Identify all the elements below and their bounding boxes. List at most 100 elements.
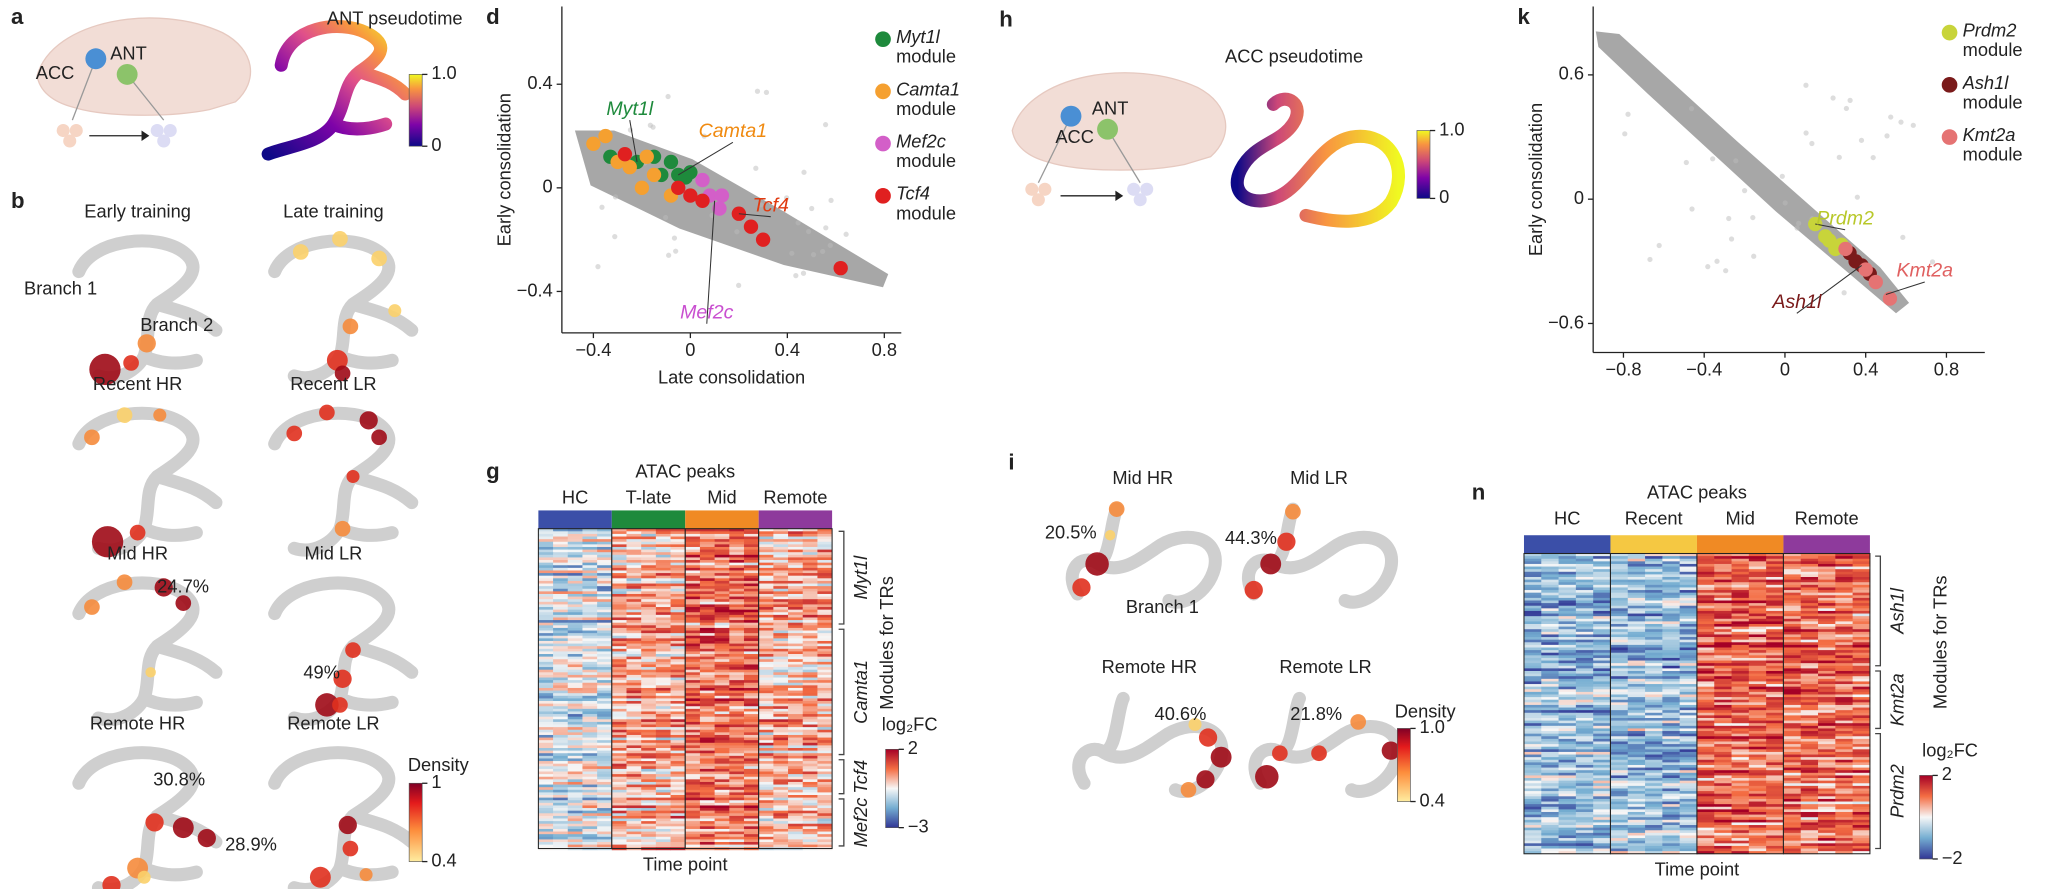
heatmap-cell — [685, 823, 701, 827]
heatmap-cell — [1645, 749, 1663, 753]
heatmap-cell — [1766, 749, 1784, 753]
heatmap-cell — [729, 601, 745, 605]
heatmap-cell — [1627, 778, 1646, 782]
density-blob — [145, 667, 156, 678]
heatmap-cell — [670, 842, 686, 846]
heatmap-cell — [538, 711, 554, 715]
heatmap-cell — [582, 766, 598, 770]
heatmap-cell — [1766, 717, 1784, 721]
heatmap-cell — [714, 640, 730, 644]
heatmap-cell — [1696, 626, 1715, 630]
heatmap-cell — [1541, 751, 1559, 755]
heatmap-cell — [1662, 772, 1681, 776]
heatmap-cell — [1593, 770, 1611, 774]
heatmap-cell — [773, 701, 789, 705]
heatmap-cell — [670, 672, 686, 676]
density-blob — [388, 304, 402, 318]
heatmap-cell — [1714, 825, 1732, 829]
heatmap-cell — [655, 596, 671, 600]
heatmap-cell — [1714, 621, 1732, 625]
heatmap-cell — [1835, 592, 1854, 596]
heatmap-cell — [743, 620, 760, 624]
density-blob — [292, 244, 309, 260]
heatmap-cell — [538, 573, 554, 577]
background-point — [671, 235, 678, 241]
heatmap-cell — [758, 567, 774, 571]
heatmap-cell — [758, 552, 774, 556]
map-title: Remote HR — [1102, 656, 1197, 677]
heatmap-cell — [729, 609, 745, 613]
colorbar-label: 1.0 — [431, 62, 456, 83]
heatmap-cell — [553, 826, 569, 830]
heatmap-cell — [1748, 665, 1767, 669]
heatmap-cell — [758, 651, 774, 655]
heatmap-cell — [729, 549, 745, 553]
heatmap-cell — [1645, 838, 1663, 842]
heatmap-cell — [1541, 741, 1559, 745]
heatmap-cell — [1541, 744, 1559, 748]
heatmap-cell — [567, 609, 583, 613]
heatmap-cell — [1523, 678, 1542, 682]
heatmap-cell — [626, 533, 642, 537]
heatmap-cell — [699, 781, 716, 785]
heatmap-cell — [538, 844, 554, 848]
heatmap-cell — [1852, 704, 1871, 708]
heatmap-cell — [1852, 621, 1871, 625]
heatmap-cell — [1696, 840, 1715, 844]
heatmap-cell — [567, 695, 583, 699]
heatmap-cell — [1696, 579, 1715, 583]
heatmap-cell — [699, 654, 716, 658]
heatmap-cell — [655, 690, 671, 694]
heatmap-cell — [743, 672, 760, 676]
heatmap-cell — [1766, 785, 1784, 789]
heatmap-cell — [1662, 663, 1681, 667]
heatmap-cell — [1766, 851, 1784, 855]
heatmap-cell — [729, 776, 745, 780]
heatmap-cell — [611, 784, 627, 788]
heatmap-cell — [1610, 600, 1629, 604]
heatmap-cell — [758, 667, 774, 671]
heatmap-cell — [729, 826, 745, 830]
heatmap-cell — [1852, 754, 1871, 758]
heatmap-cell — [567, 721, 583, 725]
heatmap-cell — [641, 810, 657, 814]
heatmap-cell — [1766, 811, 1784, 815]
heatmap-cell — [685, 844, 701, 848]
heatmap-cell — [582, 583, 598, 587]
heatmap-cell — [641, 599, 657, 603]
heatmap-cell — [729, 687, 745, 691]
heatmap-cell — [773, 706, 789, 710]
heatmap-cell — [641, 808, 657, 812]
heatmap-cell — [1714, 746, 1732, 750]
heatmap-cell — [1610, 751, 1629, 755]
heatmap-cell — [1593, 746, 1611, 750]
heatmap-cell — [1783, 569, 1802, 573]
heatmap-cell — [1645, 851, 1663, 855]
heatmap-cell — [685, 536, 701, 540]
heatmap-cell — [1523, 603, 1542, 607]
heatmap-cell — [655, 661, 671, 665]
heatmap-cell — [567, 821, 583, 825]
heatmap-cell — [743, 557, 760, 561]
heatmap-cell — [567, 648, 583, 652]
heatmap-cell — [1593, 657, 1611, 661]
heatmap-cell — [567, 795, 583, 799]
heatmap-cell — [1610, 626, 1629, 630]
heatmap-cell — [567, 588, 583, 592]
heatmap-cell — [641, 557, 657, 561]
heatmap-cell — [685, 737, 701, 741]
heatmap-cell — [1645, 793, 1663, 797]
heatmap-cell — [758, 800, 774, 804]
heatmap-cell — [1731, 827, 1750, 831]
heatmap-cell — [788, 622, 804, 626]
heatmap-cell — [685, 768, 701, 772]
heatmap-cell — [626, 813, 642, 817]
heatmap-cell — [714, 677, 730, 681]
heatmap-cell — [1748, 657, 1767, 661]
heatmap-cell — [1731, 629, 1750, 633]
heatmap-cell — [1645, 691, 1663, 695]
heatmap-cell — [773, 586, 789, 590]
heatmap-cell — [773, 693, 789, 697]
heatmap-cell — [1783, 725, 1802, 729]
heatmap-cell — [1766, 652, 1784, 656]
